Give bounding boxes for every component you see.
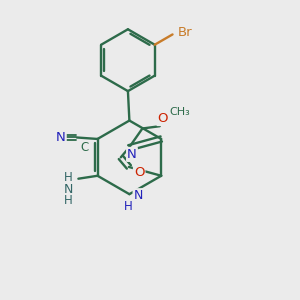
Text: CH₃: CH₃ <box>169 107 190 117</box>
Text: O: O <box>134 166 144 179</box>
Text: O: O <box>158 112 168 125</box>
Text: H: H <box>64 194 73 207</box>
Text: Br: Br <box>178 26 192 40</box>
Text: N: N <box>127 148 137 161</box>
Text: N: N <box>134 189 143 202</box>
Text: N: N <box>56 131 66 144</box>
Text: C: C <box>80 141 88 154</box>
Text: H: H <box>64 171 73 184</box>
Text: N: N <box>64 183 73 196</box>
Text: H: H <box>124 200 132 213</box>
